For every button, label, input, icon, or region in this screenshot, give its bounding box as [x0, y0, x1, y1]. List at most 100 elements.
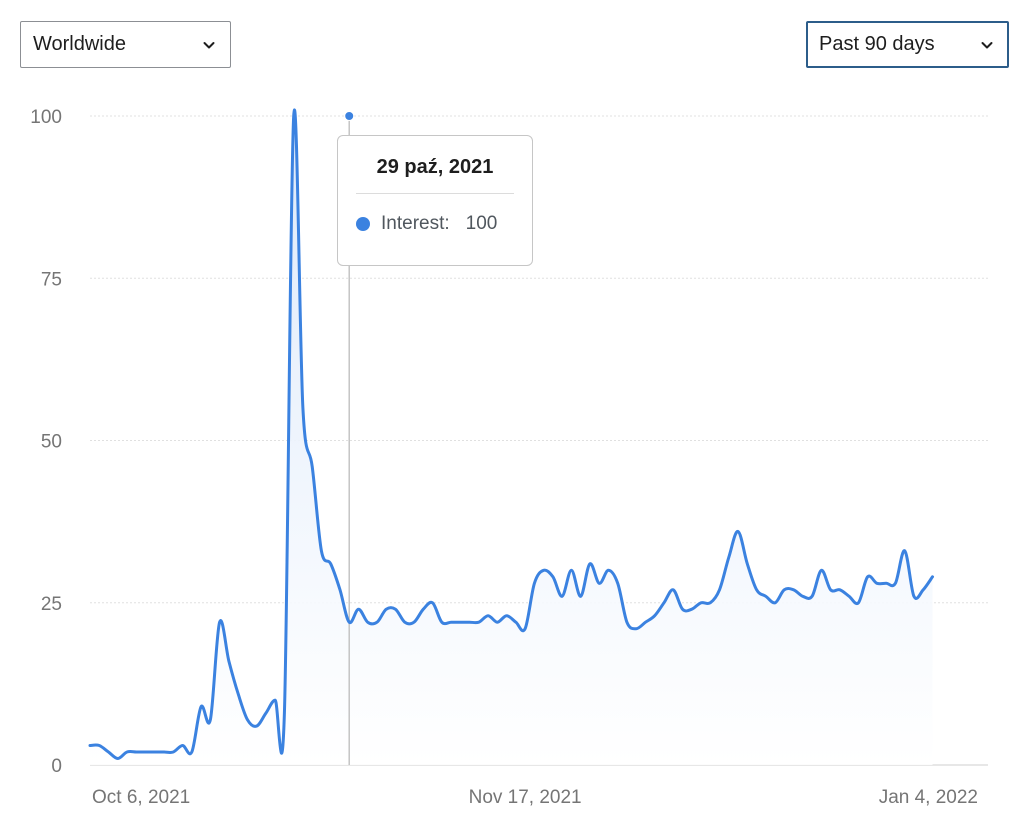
- data-point[interactable]: [105, 748, 113, 756]
- data-point[interactable]: [179, 742, 187, 750]
- data-point[interactable]: [753, 586, 761, 594]
- data-point[interactable]: [734, 527, 742, 535]
- data-point[interactable]: [336, 586, 344, 594]
- data-point[interactable]: [725, 553, 733, 561]
- data-point[interactable]: [558, 592, 566, 600]
- data-point[interactable]: [169, 748, 177, 756]
- data-point[interactable]: [595, 579, 603, 587]
- data-point[interactable]: [225, 657, 233, 665]
- data-point[interactable]: [817, 566, 825, 574]
- data-point[interactable]: [493, 618, 501, 626]
- data-point[interactable]: [216, 618, 224, 626]
- data-point[interactable]: [827, 586, 835, 594]
- series-line[interactable]: [88, 108, 934, 760]
- data-point[interactable]: [345, 618, 353, 626]
- interest-series[interactable]: [88, 108, 934, 760]
- data-point[interactable]: [429, 599, 437, 607]
- data-point[interactable]: [327, 560, 335, 568]
- data-point[interactable]: [410, 618, 418, 626]
- data-point[interactable]: [549, 573, 557, 581]
- data-point[interactable]: [586, 560, 594, 568]
- data-point[interactable]: [919, 586, 927, 594]
- data-point[interactable]: [530, 579, 538, 587]
- data-point[interactable]: [123, 748, 131, 756]
- data-point[interactable]: [392, 605, 400, 613]
- data-point[interactable]: [716, 586, 724, 594]
- data-point[interactable]: [142, 748, 150, 756]
- data-point[interactable]: [910, 592, 918, 600]
- data-point[interactable]: [95, 742, 103, 750]
- data-point[interactable]: [512, 618, 520, 626]
- period-select[interactable]: Past 90 days: [806, 21, 1009, 68]
- data-point[interactable]: [364, 618, 372, 626]
- data-point[interactable]: [660, 599, 668, 607]
- data-point[interactable]: [271, 696, 279, 704]
- data-point[interactable]: [641, 618, 649, 626]
- data-point[interactable]: [845, 592, 853, 600]
- data-point[interactable]: [382, 605, 390, 613]
- data-point[interactable]: [799, 592, 807, 600]
- data-point[interactable]: [466, 618, 474, 626]
- x-tick-label: Oct 6, 2021: [92, 787, 190, 808]
- data-point[interactable]: [86, 742, 94, 750]
- data-point[interactable]: [299, 404, 307, 412]
- data-point[interactable]: [706, 599, 714, 607]
- data-point[interactable]: [438, 618, 446, 626]
- data-point[interactable]: [132, 748, 140, 756]
- data-point[interactable]: [317, 547, 325, 555]
- data-point[interactable]: [540, 566, 548, 574]
- data-point[interactable]: [447, 618, 455, 626]
- data-point[interactable]: [790, 586, 798, 594]
- data-points[interactable]: [86, 111, 936, 763]
- data-point[interactable]: [419, 605, 427, 613]
- data-point[interactable]: [280, 709, 288, 717]
- data-point[interactable]: [567, 566, 575, 574]
- data-point[interactable]: [771, 599, 779, 607]
- data-point[interactable]: [475, 618, 483, 626]
- data-point[interactable]: [484, 612, 492, 620]
- data-point[interactable]: [604, 566, 612, 574]
- data-point[interactable]: [577, 592, 585, 600]
- data-point[interactable]: [780, 586, 788, 594]
- data-point[interactable]: [873, 579, 881, 587]
- data-point[interactable]: [762, 592, 770, 600]
- data-point[interactable]: [503, 612, 511, 620]
- data-point[interactable]: [243, 716, 251, 724]
- data-point[interactable]: [114, 755, 122, 763]
- data-point[interactable]: [308, 462, 316, 470]
- data-point[interactable]: [401, 618, 409, 626]
- data-point[interactable]: [651, 612, 659, 620]
- data-point[interactable]: [290, 112, 298, 120]
- data-point[interactable]: [882, 579, 890, 587]
- data-point[interactable]: [901, 547, 909, 555]
- data-point[interactable]: [891, 579, 899, 587]
- data-point[interactable]: [864, 573, 872, 581]
- data-point[interactable]: [808, 592, 816, 600]
- data-point[interactable]: [160, 748, 168, 756]
- data-point[interactable]: [188, 748, 196, 756]
- data-point[interactable]: [743, 560, 751, 568]
- data-point[interactable]: [197, 703, 205, 711]
- data-point[interactable]: [614, 579, 622, 587]
- data-point[interactable]: [262, 709, 270, 717]
- data-point[interactable]: [836, 586, 844, 594]
- data-point[interactable]: [697, 599, 705, 607]
- data-point[interactable]: [206, 716, 214, 724]
- data-point[interactable]: [234, 690, 242, 698]
- data-point[interactable]: [151, 748, 159, 756]
- data-point[interactable]: [253, 722, 261, 730]
- region-select[interactable]: Worldwide: [20, 21, 231, 68]
- data-point[interactable]: [623, 618, 631, 626]
- data-point[interactable]: [669, 586, 677, 594]
- data-point[interactable]: [678, 605, 686, 613]
- highlight-point[interactable]: [344, 111, 355, 121]
- data-point[interactable]: [854, 599, 862, 607]
- data-point[interactable]: [354, 605, 362, 613]
- data-point[interactable]: [373, 618, 381, 626]
- data-point[interactable]: [456, 618, 464, 626]
- data-point[interactable]: [688, 605, 696, 613]
- data-point[interactable]: [928, 573, 936, 581]
- data-point[interactable]: [521, 625, 529, 633]
- data-point[interactable]: [632, 625, 640, 633]
